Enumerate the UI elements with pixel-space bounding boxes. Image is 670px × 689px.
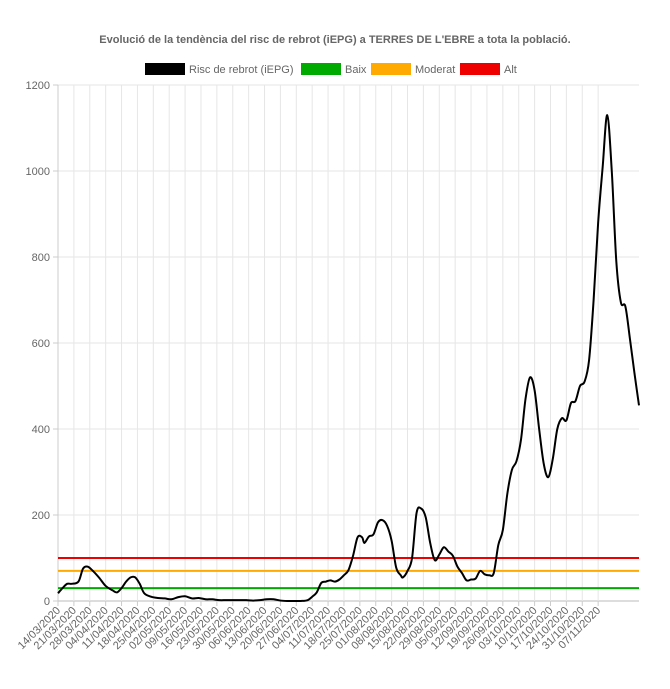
- y-tick-label: 400: [32, 424, 50, 436]
- legend-swatch: [301, 63, 341, 75]
- legend-item[interactable]: Baix: [301, 63, 367, 76]
- series-layer: [57, 114, 640, 603]
- legend-label: Alt: [504, 64, 517, 76]
- y-tick-label: 1200: [26, 80, 50, 92]
- legend: Risc de rebrot (iEPG) Baix Moderat Alt: [145, 63, 517, 76]
- chart-title: Evolució de la tendència del risc de reb…: [99, 34, 570, 46]
- legend-item[interactable]: Alt: [460, 63, 517, 76]
- legend-swatch: [145, 63, 185, 75]
- legend-swatch: [460, 63, 500, 75]
- legend-item[interactable]: Moderat: [371, 63, 455, 76]
- series-line-iepg: [57, 114, 640, 603]
- y-tick-label: 200: [32, 510, 50, 522]
- x-axis: 14/03/202021/03/202028/03/202004/04/2020…: [16, 601, 603, 652]
- y-tick-label: 1000: [26, 166, 50, 178]
- y-tick-label: 800: [32, 252, 50, 264]
- legend-swatch: [371, 63, 411, 75]
- y-tick-label: 0: [44, 596, 50, 608]
- y-axis: 0 200 400 600 800 1000 1200: [26, 80, 59, 608]
- y-tick-label: 600: [32, 338, 50, 350]
- legend-label: Moderat: [415, 64, 455, 76]
- legend-label: Risc de rebrot (iEPG): [189, 64, 294, 76]
- legend-label: Baix: [345, 64, 367, 76]
- legend-item[interactable]: Risc de rebrot (iEPG): [145, 63, 294, 76]
- grid: [57, 84, 639, 602]
